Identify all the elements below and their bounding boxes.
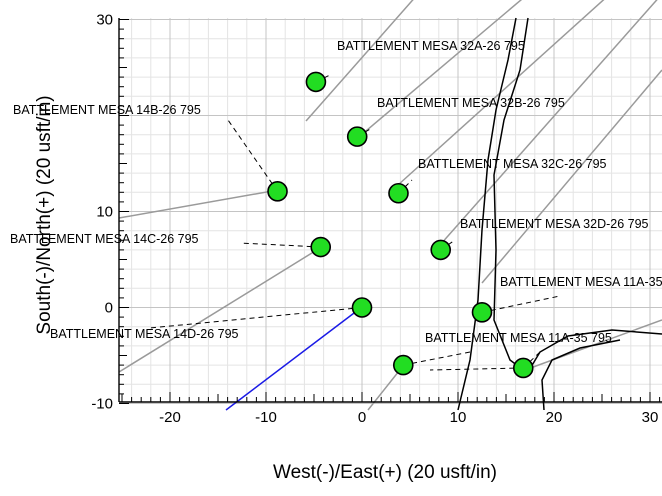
x-tick-label: 20 bbox=[546, 409, 563, 426]
well-label: BATTLEMENT MESA 11A-35 795 bbox=[425, 331, 612, 345]
well-label: BATTLEMENT MESA 32B-26 795 bbox=[377, 96, 565, 110]
leader-line bbox=[239, 242, 321, 248]
well-marker bbox=[388, 182, 409, 204]
leader-line bbox=[429, 367, 524, 371]
well-marker bbox=[305, 71, 327, 93]
x-tick-label: -10 bbox=[255, 409, 277, 426]
trajectory-line bbox=[118, 247, 321, 373]
well-marker bbox=[310, 236, 332, 258]
well-marker bbox=[430, 239, 452, 261]
well-label: BATTLEMENT MESA 14B-26 795 bbox=[13, 103, 201, 117]
x-tick-label: -20 bbox=[159, 409, 181, 426]
well-label: BATTLEMENT MESA 32C-26 795 bbox=[418, 157, 607, 171]
well-marker bbox=[267, 181, 288, 202]
x-tick-label: 30 bbox=[642, 409, 659, 426]
trajectory-curve bbox=[541, 339, 621, 411]
y-tick-label: 0 bbox=[105, 300, 113, 317]
trajectory-curve bbox=[527, 329, 662, 373]
x-tick-label: 10 bbox=[450, 409, 467, 426]
well-marker bbox=[346, 126, 368, 147]
well-labels: BATTLEMENT MESA 32A-26 795 BATTLEMENT MES… bbox=[10, 39, 662, 345]
major-grid bbox=[119, 18, 662, 404]
well-label: BATTLEMENT MESA 32D-26 795 bbox=[460, 217, 649, 231]
leader-line bbox=[403, 351, 471, 366]
well-markers bbox=[267, 71, 534, 379]
trajectory-line bbox=[397, 0, 605, 186]
trajectory-line bbox=[481, 69, 662, 284]
x-tick-label: 0 bbox=[358, 409, 366, 426]
trajectory-line bbox=[359, 0, 523, 137]
leader-line bbox=[227, 119, 278, 192]
well-marker bbox=[351, 297, 373, 318]
y-tick-label: 10 bbox=[96, 204, 113, 221]
x-axis-title: West(-)/East(+) (20 usft/in) bbox=[273, 462, 497, 483]
leader-line bbox=[149, 307, 363, 329]
trajectory-line-blue bbox=[225, 306, 363, 411]
well-label: BATTLEMENT MESA 32A-26 795 bbox=[337, 39, 525, 53]
well-label: BATTLEMENT MESA 11A-35 795 bbox=[500, 275, 662, 289]
y-tick-label: -10 bbox=[91, 396, 113, 413]
well-marker bbox=[471, 301, 493, 323]
minor-grid bbox=[119, 18, 662, 404]
trajectory-curve bbox=[493, 17, 529, 373]
well-marker bbox=[512, 357, 534, 379]
trajectory-curve bbox=[457, 17, 517, 411]
y-axis-title: South(-)/North(+) (20 usft/in) bbox=[34, 95, 55, 334]
leader-line bbox=[481, 295, 561, 313]
trajectory-lines bbox=[118, 0, 662, 411]
axes: -20 -10 0 10 20 30 -10 0 10 30 bbox=[91, 12, 662, 426]
well-label: BATTLEMENT MESA 14C-26 795 bbox=[10, 232, 199, 246]
trajectory-line bbox=[439, 0, 658, 246]
trajectory-line bbox=[305, 0, 414, 122]
well-marker bbox=[392, 354, 414, 376]
y-tick-label: 30 bbox=[96, 12, 113, 29]
trajectory-line bbox=[118, 189, 279, 219]
well-label: BATTLEMENT MESA 14D-26 795 bbox=[50, 327, 239, 341]
